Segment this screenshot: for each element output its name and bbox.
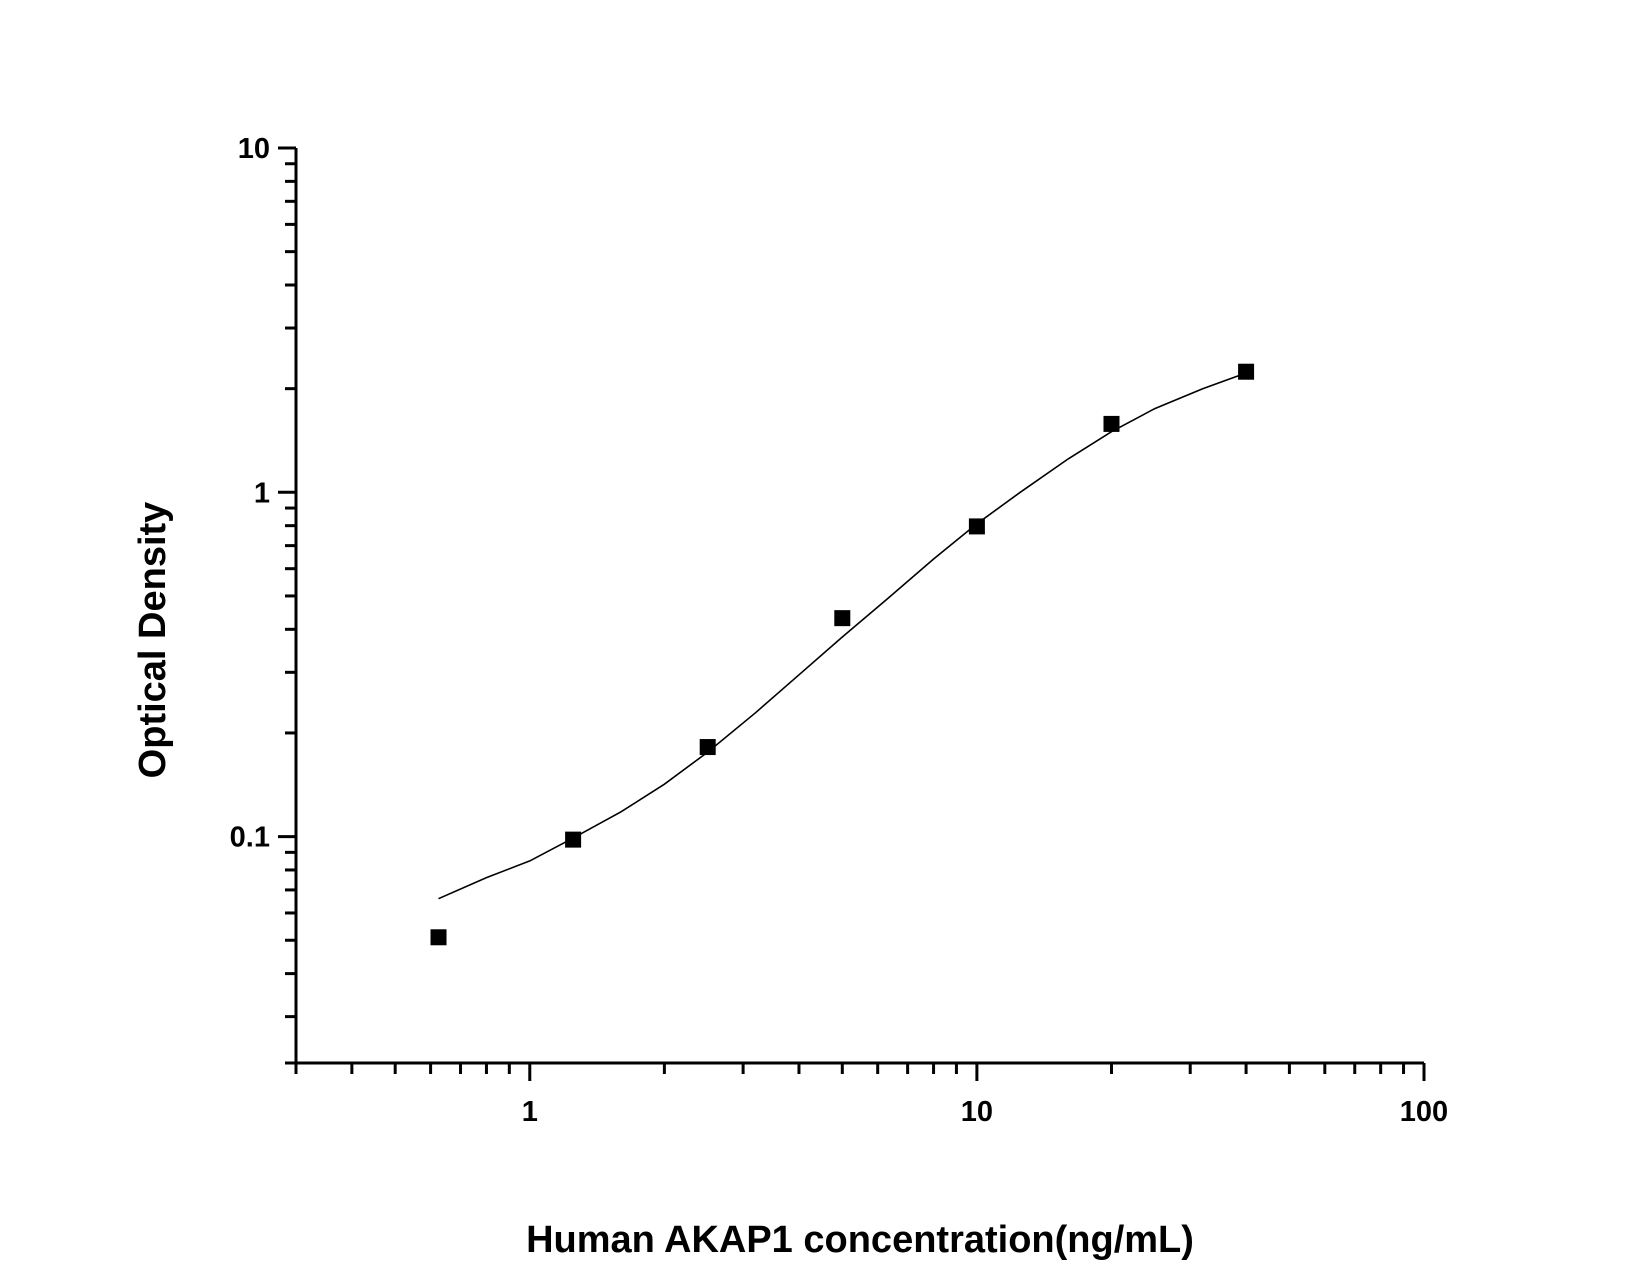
x-axis-label: Human AKAP1 concentration(ng/mL) [526,1219,1194,1261]
data-point [699,739,716,756]
data-points [430,363,1255,946]
data-point [1238,363,1255,380]
data-point [430,929,447,946]
x-tick-label: 100 [1400,1096,1448,1128]
y-tick-label: 0.1 [230,822,270,854]
y-tick-label: 10 [238,133,270,165]
fit-curve [438,372,1247,900]
data-point [968,518,985,535]
x-tick-label: 10 [961,1096,993,1128]
axes [294,148,1424,1065]
ticks: 1 10 100 0.1 1 10 [230,133,1449,1128]
data-point [834,610,851,627]
data-point [1103,415,1120,432]
data-point [565,831,582,848]
x-tick-label: 1 [522,1096,538,1128]
y-tick-label: 1 [254,477,270,509]
y-axis-label: Optical Density [132,502,174,779]
